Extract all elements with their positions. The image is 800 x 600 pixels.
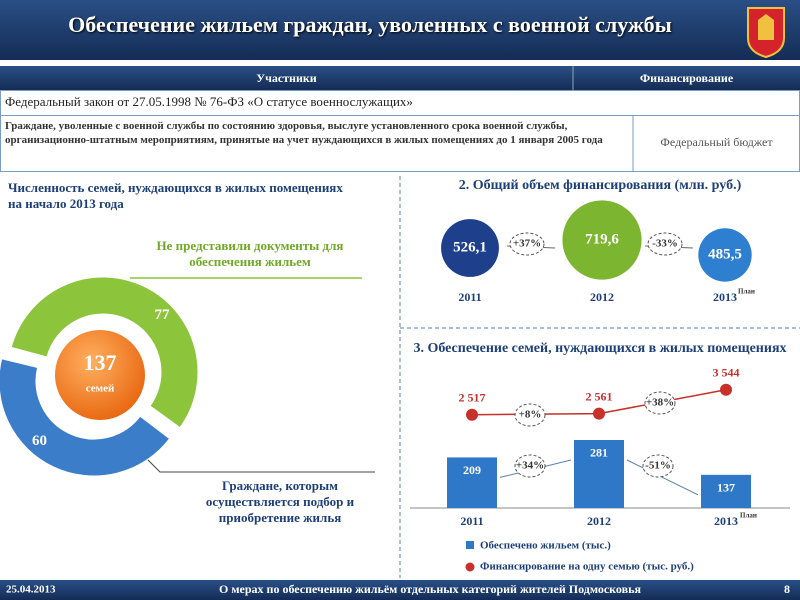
segment-value: 77: [155, 307, 171, 323]
funding-label: 719,6: [585, 231, 619, 247]
change-label: +38%: [646, 397, 674, 409]
year-label: 2013: [713, 290, 737, 304]
header-band: [0, 0, 800, 60]
year-label: 2011: [460, 514, 483, 528]
footer-date: 25.04.2013: [6, 584, 56, 596]
donut-segment: [0, 358, 171, 477]
change-oval: [509, 232, 545, 256]
donut-segment: [10, 276, 199, 429]
table-cell: Граждане, уволенные с военной службы по …: [5, 120, 603, 146]
footer-band: [0, 580, 800, 600]
change-label: -33%: [652, 238, 678, 250]
year-label: 2011: [458, 290, 481, 304]
change-oval: [647, 232, 683, 256]
footer-text: О мерах по обеспечению жильём отдельных …: [219, 582, 641, 596]
legend-label: Обеспечено жильем (тыс.): [480, 540, 611, 552]
section-title: Численность семей, нуждающихся в жилых п…: [8, 180, 343, 211]
section-title: 3. Обеспечение семей, нуждающихся в жилы…: [413, 341, 787, 356]
table-header-cell: Участники: [256, 71, 317, 85]
table-header-cell: Финансирование: [639, 71, 734, 85]
funding-label: 485,5: [708, 246, 742, 262]
legend-swatch: [466, 541, 474, 549]
funding-circle: [441, 219, 499, 277]
total-value: 137: [84, 350, 117, 375]
funding-circle: [698, 228, 752, 282]
legend-label: Финансирование на одну семью (тыс. руб.): [480, 561, 694, 573]
plan-note: План: [738, 288, 755, 296]
leader-line: [139, 451, 375, 473]
segment-label: Граждане, которым осуществляется подбор …: [205, 478, 355, 525]
point-label: 2 561: [586, 389, 613, 403]
emblem-figure: [758, 14, 774, 40]
plan-note: План: [740, 512, 757, 520]
point-label: 2 517: [459, 390, 486, 404]
bar: [701, 474, 751, 508]
funding-label: 526,1: [453, 239, 487, 255]
change-label: +34%: [516, 460, 544, 472]
bar: [447, 457, 497, 508]
change-oval: [644, 391, 676, 415]
table-row: [0, 90, 800, 116]
slide-title: Обеспечение жильем граждан, уволенных с …: [68, 12, 672, 37]
total-circle: [55, 330, 145, 420]
change-label: +37%: [513, 238, 541, 250]
change-label: +8%: [519, 409, 542, 421]
bar-label: 281: [590, 446, 608, 460]
segment-value: 60: [32, 433, 47, 449]
change-oval: [514, 403, 546, 427]
bar-label: 209: [463, 463, 481, 477]
change-oval: [642, 454, 674, 478]
arrow: [626, 459, 699, 496]
line-point: [720, 383, 732, 396]
year-label: 2012: [587, 514, 611, 528]
line-point: [466, 408, 478, 421]
funding-circle: [562, 200, 642, 280]
page-number: 8: [784, 582, 790, 596]
total-unit: семей: [86, 383, 115, 395]
year-label: 2012: [590, 290, 614, 304]
line-point: [593, 407, 605, 420]
table-cell: Федеральный закон от 27.05.1998 № 76-ФЗ …: [5, 94, 413, 109]
point-label: 3 544: [713, 365, 740, 379]
bar: [574, 439, 624, 508]
table-row: [0, 115, 800, 172]
legend-swatch: [465, 562, 475, 572]
table-cell: Федеральный бюджет: [660, 135, 773, 149]
change-label: -51%: [645, 460, 671, 472]
table-header: [0, 66, 800, 90]
segment-label: Не представили документы для обеспечения…: [156, 238, 344, 269]
change-oval: [514, 454, 546, 478]
year-label: 2013: [714, 514, 738, 528]
section-title: 2. Общий объем финансирования (млн. руб.…: [459, 178, 742, 193]
bar-label: 137: [717, 481, 735, 495]
